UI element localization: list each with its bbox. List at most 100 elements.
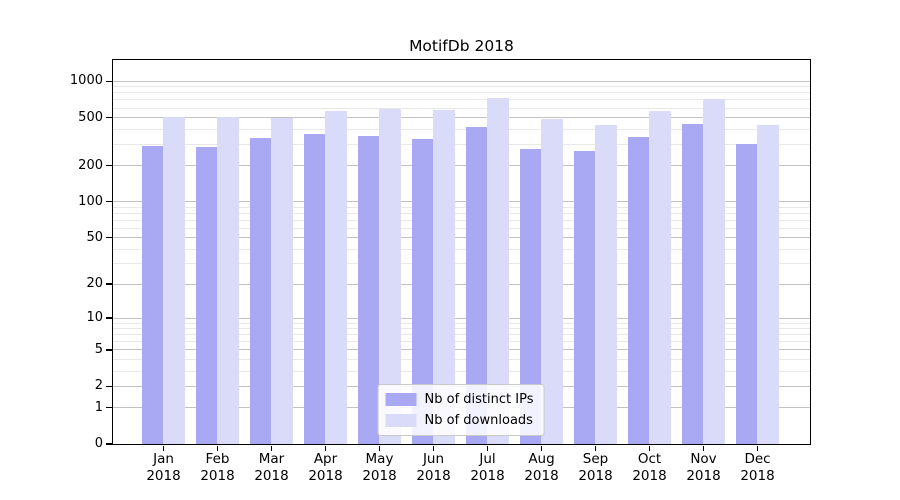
major-gridline (112, 165, 810, 167)
x-tick-year: 2018 (686, 468, 721, 484)
x-tick-year: 2018 (146, 468, 181, 484)
x-tick-mark (486, 445, 489, 451)
y-tick-mark (106, 164, 112, 167)
x-tick-month: Sep (582, 451, 609, 467)
minor-gridline (112, 328, 810, 330)
plot-area: Nb of distinct IPs Nb of downloads (111, 58, 811, 445)
y-tick-label: 10 (86, 310, 103, 326)
y-tick-mark (106, 385, 112, 387)
x-tick-year: 2018 (470, 468, 505, 484)
y-tick-mark (106, 236, 112, 239)
x-tick-month: Mar (258, 451, 285, 467)
minor-gridline (112, 92, 810, 94)
x-tick-month: Jan (153, 451, 174, 467)
x-tick-mark (270, 445, 273, 451)
legend-item-distinct-ips: Nb of distinct IPs (385, 389, 534, 410)
bar-distinct-ips-oct (627, 136, 649, 444)
bar-distinct-ips-sep (573, 150, 595, 444)
x-tick-label-jul: Jul 2018 (456, 451, 520, 485)
x-tick-month: Dec (744, 451, 771, 467)
bar-distinct-ips-mar (249, 137, 271, 444)
bar-downloads-aug (541, 118, 563, 444)
y-tick-label: 5 (94, 341, 103, 357)
y-tick-label: 20 (86, 276, 103, 292)
bar-distinct-ips-jun (411, 138, 433, 444)
bar-distinct-ips-aug (519, 149, 541, 444)
bar-downloads-nov (703, 99, 725, 444)
minor-gridline (112, 334, 810, 336)
major-gridline (112, 237, 810, 239)
y-tick-mark (106, 200, 112, 203)
x-tick-label-jan: Jan 2018 (132, 451, 196, 485)
minor-gridline (112, 263, 810, 265)
y-tick-label: 50 (86, 229, 103, 245)
bar-distinct-ips-feb (195, 146, 217, 444)
minor-gridline (112, 107, 810, 109)
x-tick-mark (702, 445, 705, 451)
bar-downloads-feb (217, 117, 239, 444)
y-tick-mark (106, 317, 112, 319)
x-tick-mark (594, 445, 597, 451)
x-tick-year: 2018 (362, 468, 397, 484)
legend: Nb of distinct IPs Nb of downloads (377, 383, 545, 436)
minor-gridline (112, 227, 810, 229)
x-tick-mark (378, 445, 381, 451)
x-tick-year: 2018 (254, 468, 289, 484)
x-tick-year: 2018 (524, 468, 559, 484)
major-gridline (112, 317, 810, 319)
bar-downloads-mar (271, 117, 293, 444)
x-tick-label-nov: Nov 2018 (672, 451, 736, 485)
x-tick-label-sep: Sep 2018 (564, 451, 628, 485)
y-tick-mark (106, 406, 112, 409)
y-tick-mark (106, 116, 112, 119)
bar-distinct-ips-apr (303, 134, 325, 444)
bar-downloads-apr (325, 111, 347, 444)
bar-distinct-ips-nov (681, 124, 703, 444)
y-tick-label: 0 (94, 436, 103, 451)
x-tick-month: Oct (637, 451, 662, 467)
y-tick-label: 200 (78, 157, 103, 173)
legend-item-downloads: Nb of downloads (385, 410, 534, 431)
minor-gridline (112, 322, 810, 324)
y-tick-label: 1000 (69, 73, 103, 89)
x-tick-label-may: May 2018 (348, 451, 412, 485)
x-tick-month: May (365, 451, 394, 467)
x-tick-mark (756, 445, 759, 451)
minor-gridline (112, 219, 810, 221)
legend-swatch-distinct-ips (385, 392, 417, 406)
major-gridline (112, 80, 810, 82)
y-tick-mark (106, 443, 112, 445)
x-tick-mark (216, 445, 219, 451)
minor-gridline (112, 248, 810, 250)
x-tick-label-mar: Mar 2018 (240, 451, 304, 485)
minor-gridline (112, 358, 810, 360)
minor-gridline (112, 128, 810, 130)
bar-downloads-jul (487, 97, 509, 444)
x-tick-mark (540, 445, 543, 451)
x-tick-mark (432, 445, 435, 451)
minor-gridline (112, 212, 810, 214)
x-tick-label-aug: Aug 2018 (510, 451, 574, 485)
bar-downloads-dec (757, 124, 779, 444)
chart-title: MotifDb 2018 (409, 37, 514, 55)
x-tick-mark (162, 445, 165, 451)
x-tick-year: 2018 (200, 468, 235, 484)
bar-distinct-ips-jan (141, 145, 163, 444)
legend-label-distinct-ips: Nb of distinct IPs (424, 391, 534, 407)
major-gridline (112, 349, 810, 351)
x-tick-year: 2018 (632, 468, 667, 484)
y-tick-label: 1 (94, 399, 103, 415)
y-tick-label: 2 (94, 378, 103, 394)
bar-distinct-ips-dec (735, 144, 757, 444)
bar-downloads-jan (163, 116, 185, 444)
x-tick-year: 2018 (308, 468, 343, 484)
x-tick-label-feb: Feb 2018 (186, 451, 250, 485)
bar-downloads-oct (649, 110, 671, 444)
bar-distinct-ips-jul (465, 126, 487, 444)
x-tick-mark (324, 445, 327, 451)
x-tick-month: Feb (205, 451, 230, 467)
bar-downloads-may (379, 108, 401, 444)
x-tick-month: Apr (313, 451, 338, 467)
minor-gridline (112, 341, 810, 343)
